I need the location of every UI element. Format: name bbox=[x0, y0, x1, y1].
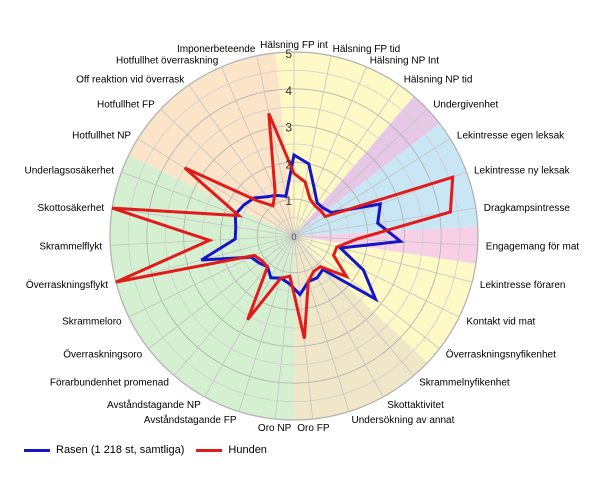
series-line-hunden bbox=[111, 112, 455, 339]
category-label: Oro NP bbox=[258, 423, 292, 434]
category-label: Skrammeloro bbox=[62, 317, 122, 328]
category-label: Skrammelflykt bbox=[39, 242, 102, 253]
sector-band-1 bbox=[275, 52, 414, 237]
grid-spoke-30 bbox=[221, 66, 295, 237]
legend-item-rasen: Rasen (1 218 st, samtliga) bbox=[24, 444, 184, 456]
grid-spoke-2 bbox=[293, 55, 332, 237]
category-label: Dragkampsintresse bbox=[484, 203, 571, 214]
grid-spoke-11 bbox=[293, 235, 460, 318]
grid-spoke-20 bbox=[173, 235, 295, 376]
category-label: Överraskningsnyfikenhet bbox=[446, 349, 556, 361]
category-label: Hotfullhet NP bbox=[72, 130, 131, 141]
category-label: Hälsning NP Int bbox=[370, 56, 440, 67]
grid-spoke-28 bbox=[160, 108, 295, 237]
radial-tick-label: 1 bbox=[285, 194, 292, 208]
radial-tick-label: 4 bbox=[285, 84, 292, 98]
legend: Rasen (1 218 st, samtliga) Hunden bbox=[24, 444, 279, 456]
sector-band-3 bbox=[294, 123, 478, 236]
legend-label-hunden: Hunden bbox=[228, 444, 267, 456]
category-label: Off reaktion vid överrask bbox=[76, 74, 185, 85]
category-label: Lekintresse egen leksak bbox=[457, 130, 565, 141]
category-label: Skrammelnyfikenhet bbox=[419, 378, 510, 389]
legend-swatch-rasen bbox=[24, 448, 50, 452]
category-label: Hotfullhet överraskning bbox=[116, 56, 218, 67]
category-label: Hotfullhet FP bbox=[97, 100, 155, 111]
radar-grid bbox=[109, 51, 479, 421]
grid-spoke-3 bbox=[293, 66, 367, 237]
sector-band-8 bbox=[128, 52, 294, 236]
grid-spoke-13 bbox=[293, 235, 415, 376]
grid-spoke-21 bbox=[148, 235, 295, 349]
grid-spoke-26 bbox=[121, 171, 295, 237]
grid-spoke-22 bbox=[128, 235, 295, 318]
category-label: Hälsning FP tid bbox=[333, 44, 401, 55]
category-label: Imponerbeteende bbox=[177, 44, 256, 55]
grid-spoke-6 bbox=[293, 138, 451, 237]
grid-spoke-18 bbox=[238, 235, 295, 412]
sector-band-6 bbox=[294, 236, 428, 420]
grid-spoke-9 bbox=[293, 235, 478, 246]
category-label: Lekintresse föraren bbox=[480, 280, 566, 291]
category-label: Skottosäkerhet bbox=[37, 203, 104, 214]
radial-origin-label: 0 bbox=[291, 232, 296, 242]
category-label: Oro FP bbox=[297, 423, 330, 434]
legend-swatch-hunden bbox=[196, 448, 223, 452]
sector-band-4 bbox=[294, 226, 478, 264]
category-label: Avståndstagande FP bbox=[144, 414, 237, 426]
grid-spoke-31 bbox=[256, 55, 295, 237]
legend-item-hunden: Hunden bbox=[196, 444, 267, 456]
radial-tick-label: 5 bbox=[285, 47, 292, 61]
radial-tick-labels: 1 2 3 4 5 0 bbox=[285, 47, 296, 242]
category-label: Undersökning av annat bbox=[352, 415, 455, 426]
category-label: Avståndstagande NP bbox=[107, 399, 201, 411]
grid-spoke-17 bbox=[274, 235, 295, 420]
category-label: Hälsning FP int bbox=[260, 40, 328, 51]
grid-spoke-14 bbox=[293, 235, 384, 398]
grid-spoke-15 bbox=[293, 235, 350, 412]
category-label: Förarbundenhet promenad bbox=[50, 378, 169, 389]
grid-spoke-4 bbox=[293, 84, 400, 237]
category-label: Skottaktivitet bbox=[387, 400, 444, 411]
category-label: Lekintresse ny leksak bbox=[474, 165, 571, 176]
grid-spoke-25 bbox=[112, 207, 295, 237]
category-label: Överraskningsoro bbox=[63, 349, 142, 361]
category-label: Undergivenhet bbox=[433, 100, 498, 111]
category-label: Överraskningsflykt bbox=[26, 279, 108, 291]
grid-spoke-24 bbox=[110, 235, 295, 246]
category-label: Kontakt vid mat bbox=[466, 317, 535, 328]
radar-series bbox=[111, 112, 455, 339]
radial-tick-label: 2 bbox=[285, 157, 292, 171]
category-label: Engagemang för mat bbox=[486, 242, 580, 253]
grid-spoke-10 bbox=[293, 235, 473, 283]
grid-spoke-12 bbox=[293, 235, 440, 349]
category-label: Hälsning NP tid bbox=[404, 74, 473, 85]
grid-spoke-5 bbox=[293, 108, 428, 237]
grid-spoke-27 bbox=[137, 138, 295, 237]
grid-spoke-29 bbox=[188, 84, 295, 237]
legend-label-rasen: Rasen (1 218 st, samtliga) bbox=[56, 444, 185, 456]
category-label: Underlagsosäkerhet bbox=[25, 165, 115, 176]
radial-tick-label: 3 bbox=[285, 121, 292, 135]
